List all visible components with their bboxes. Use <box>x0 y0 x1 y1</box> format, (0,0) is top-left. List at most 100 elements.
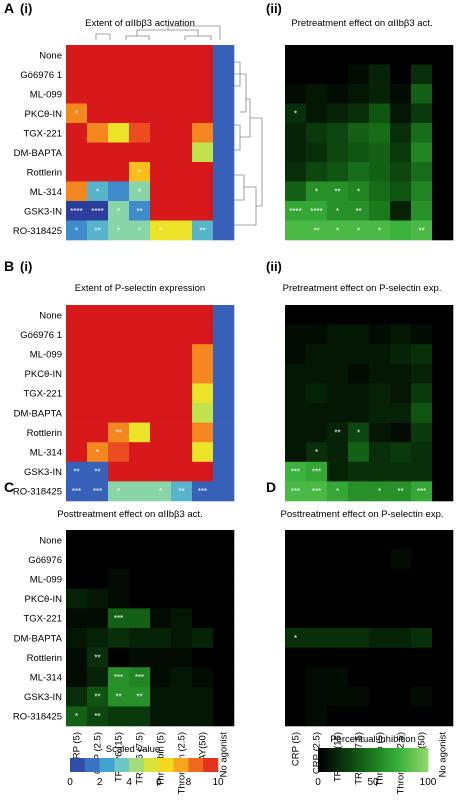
heatmap-cell <box>285 422 307 443</box>
heatmap-cell <box>66 461 88 482</box>
heatmap-cell <box>66 608 88 629</box>
heatmap-cell <box>285 481 307 502</box>
colorbar-swatch <box>188 758 204 772</box>
heatmap-cell <box>87 201 109 221</box>
heatmap-cell <box>66 142 88 163</box>
heatmap-cell <box>192 569 214 590</box>
heatmap-cell <box>213 220 235 241</box>
heatmap-cell <box>150 181 172 202</box>
heatmap-cell <box>285 45 307 65</box>
significance-marker: *** <box>114 673 123 682</box>
heatmap-cell <box>306 569 328 590</box>
colorbar-swatch <box>342 748 346 772</box>
significance-marker: * <box>315 448 318 457</box>
heatmap-cell <box>192 162 214 182</box>
heatmap-D: *CRP (5)CRP (2.5)TRAP6 (15)TRAP6 (7.5)Th… <box>285 530 454 794</box>
heatmap-cell <box>150 706 172 727</box>
heatmap-cell <box>171 481 193 502</box>
colorbar-tick-label: 10 <box>212 777 224 788</box>
heatmap-cell <box>213 481 235 502</box>
heatmap-cell <box>66 588 88 609</box>
panel-sublabel-Aii: (ii) <box>266 1 282 16</box>
heatmap-cell <box>369 667 391 688</box>
heatmap-cell <box>411 201 433 221</box>
chart-title-Bi: Extent of P-selectin expression <box>75 283 205 294</box>
heatmap-cell <box>171 201 193 221</box>
heatmap-cell <box>327 220 349 241</box>
heatmap-cell <box>150 667 172 688</box>
heatmap-cell <box>390 442 412 463</box>
significance-marker: * <box>336 226 339 235</box>
heatmap-cell <box>171 628 193 648</box>
colorbar-scaled: Scaled value 0 2 4 6 8 10 <box>67 744 224 788</box>
significance-marker: **** <box>91 207 103 216</box>
colorbar-swatch <box>351 748 355 772</box>
heatmap-cell <box>306 201 328 221</box>
heatmap-cell <box>369 442 391 463</box>
heatmap-cell <box>213 686 235 707</box>
heatmap-cell <box>411 123 433 143</box>
heatmap-cell <box>411 461 433 482</box>
significance-marker: *** <box>198 487 207 496</box>
significance-marker: * <box>117 487 120 496</box>
significance-marker: *** <box>417 487 426 496</box>
colorbar-swatch <box>419 748 423 772</box>
colorbar-swatch <box>323 748 327 772</box>
heatmap-cell <box>66 569 88 590</box>
column-label: No agonist <box>219 732 230 778</box>
heatmap-cell <box>171 588 193 609</box>
heatmap-cell <box>369 422 391 443</box>
significance-marker: ** <box>178 487 184 496</box>
heatmap-cell <box>108 324 130 345</box>
significance-marker: * <box>96 187 99 196</box>
row-label: None <box>39 310 62 321</box>
colorbar-swatch <box>425 748 429 772</box>
heatmap-cell <box>66 686 88 707</box>
heatmap-cell <box>432 201 454 221</box>
heatmap-cell <box>348 588 370 609</box>
heatmap-cell <box>213 162 235 182</box>
significance-marker: * <box>75 226 78 235</box>
heatmap-cell <box>87 706 109 727</box>
heatmap-cell <box>348 422 370 443</box>
heatmap-cell <box>390 344 412 365</box>
heatmap-cell <box>171 706 193 727</box>
heatmap-cell <box>213 422 235 443</box>
heatmap-cell <box>150 363 172 384</box>
heatmap-cell <box>87 530 109 550</box>
heatmap-cell <box>369 84 391 104</box>
colorbar-swatch <box>129 758 145 772</box>
heatmap-cell <box>213 305 235 325</box>
heatmap-cell <box>87 363 109 384</box>
heatmap-cell <box>213 103 235 124</box>
heatmap-cell <box>432 588 454 609</box>
heatmap-cell <box>108 142 130 163</box>
heatmap-cell <box>306 647 328 668</box>
row-label: Gö6976 1 <box>20 330 62 341</box>
colorbar-swatch <box>406 748 410 772</box>
heatmap-cell <box>87 461 109 482</box>
heatmap-cell <box>306 461 328 482</box>
heatmap-cell <box>150 481 172 502</box>
heatmap-cell <box>129 667 151 688</box>
colorbar-scaled-title: Scaled value <box>106 744 160 755</box>
heatmap-cell <box>285 608 307 629</box>
heatmap-cell <box>348 363 370 384</box>
heatmap-cell <box>87 686 109 707</box>
heatmap-cell <box>369 686 391 707</box>
heatmap-cell <box>213 608 235 629</box>
heatmap-cell <box>87 608 109 629</box>
heatmap-cell <box>66 706 88 727</box>
heatmap-cell <box>411 363 433 384</box>
heatmap-cell <box>129 549 151 570</box>
heatmap-cell <box>87 84 109 104</box>
heatmap-cell <box>129 123 151 143</box>
heatmap-cell <box>390 142 412 163</box>
colorbar-swatch <box>345 748 349 772</box>
heatmap-cell <box>369 103 391 124</box>
heatmap-cell <box>369 530 391 550</box>
heatmap-cell <box>432 442 454 463</box>
heatmap-cell <box>150 64 172 85</box>
heatmap-cell <box>192 220 214 241</box>
heatmap-cell <box>306 220 328 241</box>
